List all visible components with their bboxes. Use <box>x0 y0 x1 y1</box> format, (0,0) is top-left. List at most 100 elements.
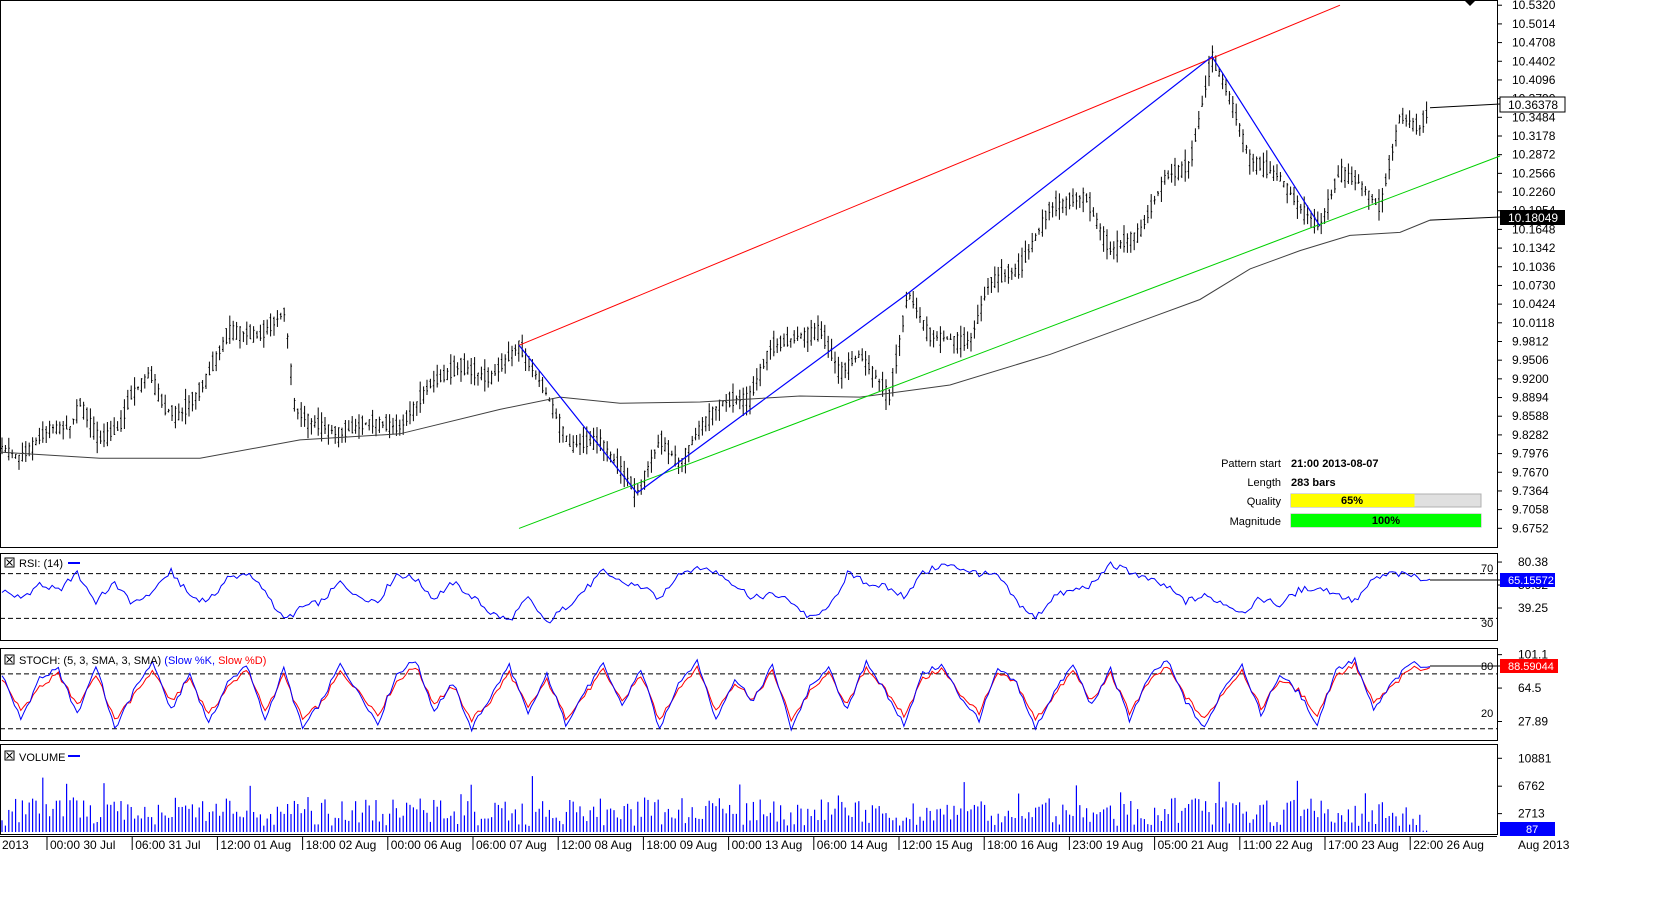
time-axis-label: 06:00 07 Aug <box>476 838 547 852</box>
rsi-level-low: 30 <box>1481 618 1493 630</box>
price-axis-label: 9.8588 <box>1512 409 1549 423</box>
price-axis-group: 10.532010.501410.470810.440210.409610.37… <box>1497 0 1556 535</box>
volume-panel[interactable] <box>0 744 1498 835</box>
price-axis-label: 10.2566 <box>1512 166 1556 180</box>
price-axis-label: 10.2872 <box>1512 148 1556 162</box>
stoch-title-k: (Slow %K, <box>164 655 215 667</box>
volume-axis-label: 6762 <box>1518 779 1545 793</box>
last-price-connector <box>1429 103 1501 109</box>
length-value: 283 bars <box>1291 477 1336 489</box>
rsi-line <box>1 561 1431 624</box>
price-axis-label: 10.5014 <box>1512 17 1556 31</box>
price-axis-label: 10.4096 <box>1512 73 1556 87</box>
stoch-d-line <box>1 661 1431 723</box>
time-axis-label: 22:00 26 Aug <box>1413 838 1484 852</box>
price-axis-label: 9.7976 <box>1512 447 1549 461</box>
time-axis-label: 18:00 09 Aug <box>646 838 717 852</box>
rsi-axis-label: 39.25 <box>1518 601 1548 615</box>
triangle-down-icon[interactable] <box>1464 0 1476 6</box>
price-axis-label: 10.3178 <box>1512 129 1556 143</box>
price-axis-label: 9.8282 <box>1512 428 1549 442</box>
stoch-k-line <box>1 656 1431 733</box>
time-axis-label: 06:00 14 Aug <box>817 838 888 852</box>
time-axis-label: 12:00 15 Aug <box>902 838 973 852</box>
time-axis-label: 06:00 31 Jul <box>135 838 200 852</box>
moving-average-group <box>0 219 1431 459</box>
price-axis-label: 9.7670 <box>1512 465 1549 479</box>
quality-value: 65% <box>1341 495 1363 507</box>
price-axis-label: 10.4402 <box>1512 54 1556 68</box>
stoch-value-label: 88.59044 <box>1508 661 1554 673</box>
ma-price-label: 10.18049 <box>1508 211 1558 225</box>
price-axis-label: 10.1342 <box>1512 241 1556 255</box>
pattern-info-panel: Pattern start 21:00 2013-08-07 Length 28… <box>1221 458 1482 528</box>
volume-axis-label: 10881 <box>1518 751 1552 765</box>
volume-value-box <box>1500 822 1555 836</box>
time-axis-label: 23:00 19 Aug <box>1072 838 1143 852</box>
price-axis-label: 9.9812 <box>1512 334 1549 348</box>
rsi-panel[interactable] <box>0 553 1498 641</box>
channel-top-line <box>518 4 1341 346</box>
length-label: Length <box>1247 477 1281 489</box>
stoch-title: STOCH: (5, 3, SMA, 3, SMA) (Slow %K, Slo… <box>19 655 266 667</box>
stoch-panel[interactable] <box>0 648 1498 741</box>
volume-value-label: 87 <box>1526 824 1538 836</box>
stoch-close-icon[interactable] <box>4 654 15 665</box>
ma-price-box <box>1500 210 1565 225</box>
time-axis-label: 18:00 02 Aug <box>306 838 377 852</box>
time-axis-label: 00:00 13 Aug <box>732 838 803 852</box>
time-axis-label: 12:00 08 Aug <box>561 838 632 852</box>
magnitude-label: Magnitude <box>1230 516 1281 528</box>
pattern-start-label: Pattern start <box>1221 458 1281 470</box>
rsi-value-label: 65.15572 <box>1508 575 1554 587</box>
time-axis-label: Aug 2013 <box>1518 838 1570 852</box>
rsi-axis-label: 80.38 <box>1518 555 1548 569</box>
price-axis-label: 10.3484 <box>1512 110 1556 124</box>
time-axis-label: 00:00 30 Jul <box>50 838 115 852</box>
channel-bottom-line <box>518 155 1501 529</box>
time-axis-group: 2013 00:00 30 Jul 06:00 31 Jul 12:00 01 Aug… <box>0 836 1570 852</box>
time-axis-label: 12:00 01 Aug <box>220 838 291 852</box>
price-axis-label: 9.7364 <box>1512 484 1549 498</box>
time-axis-label: 11:00 22 Aug <box>1243 838 1313 852</box>
price-axis-label: 10.2260 <box>1512 185 1556 199</box>
quality-bar-fill <box>1291 494 1415 507</box>
time-axis-label: 05:00 21 Aug <box>1158 838 1229 852</box>
stoch-level-low: 20 <box>1481 708 1493 720</box>
time-axis-label: 17:00 23 Aug <box>1328 838 1399 852</box>
volume-axis-label: 2713 <box>1518 807 1545 821</box>
volume-close-icon[interactable] <box>4 750 15 761</box>
price-axis-label: 9.9200 <box>1512 372 1549 386</box>
pattern-start-value: 21:00 2013-08-07 <box>1291 458 1378 470</box>
moving-average-line <box>0 219 1431 459</box>
stoch-axis-label: 64.5 <box>1518 681 1542 695</box>
stoch-level-high: 80 <box>1481 661 1493 673</box>
price-axis-label: 10.4708 <box>1512 36 1556 50</box>
pattern-lines-group <box>518 4 1501 529</box>
rsi-value-box <box>1500 573 1555 587</box>
price-axis-label: 9.8894 <box>1512 391 1549 405</box>
stoch-axis-label: 101.1 <box>1518 648 1548 662</box>
stoch-title-main: STOCH: (5, 3, SMA, 3, SMA) <box>19 655 161 667</box>
rsi-close-icon[interactable] <box>4 557 15 568</box>
stoch-value-box <box>1500 659 1558 673</box>
price-axis-label: 10.1648 <box>1512 222 1556 236</box>
indicator-group: 80.3859.8239.25101.164.527.8910881676227… <box>0 555 1552 832</box>
ma-price-connector <box>1429 216 1501 221</box>
magnitude-bar-fill <box>1291 514 1481 527</box>
rsi-title: RSI: (14) <box>19 558 63 570</box>
time-axis-label: 18:00 16 Aug <box>987 838 1058 852</box>
last-price-box <box>1499 96 1566 113</box>
price-axis-label: 9.6752 <box>1512 521 1549 535</box>
price-axis-label: 10.5320 <box>1512 0 1556 12</box>
time-axis-label: 2013 <box>2 838 29 852</box>
price-axis-label: 10.0118 <box>1512 316 1555 330</box>
pattern-zigzag-line <box>518 55 1321 494</box>
price-axis-label: 9.7058 <box>1512 503 1549 517</box>
rsi-level-high: 70 <box>1481 563 1493 575</box>
main-price-panel[interactable] <box>0 0 1498 548</box>
magnitude-value: 100% <box>1372 515 1400 527</box>
volume-title: VOLUME <box>19 752 65 764</box>
quality-label: Quality <box>1247 496 1282 508</box>
